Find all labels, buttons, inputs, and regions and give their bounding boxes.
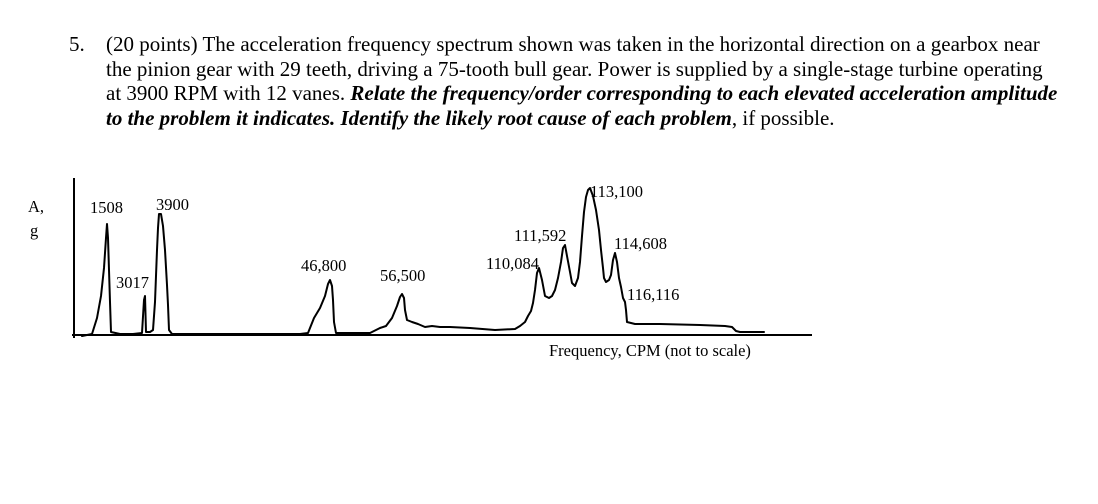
peak-label-110084: 110,084	[486, 254, 539, 273]
question-intro: The acceleration frequency spectrum show…	[106, 32, 1043, 105]
peak-label-3900: 3900	[156, 195, 189, 214]
peak-label-111592: 111,592	[514, 226, 566, 245]
peak-label-1508: 1508	[90, 198, 123, 217]
question-block: 5. (20 points) The acceleration frequenc…	[69, 32, 1059, 130]
spectrum-trace	[81, 187, 765, 337]
y-axis-label-line2: g	[30, 221, 38, 240]
peak-label-56500: 56,500	[380, 266, 425, 285]
question-text: (20 points) The acceleration frequency s…	[106, 32, 1059, 130]
question-tail: , if possible.	[731, 105, 835, 130]
peak-label-3017: 3017	[116, 273, 149, 292]
question-instruction: Relate the frequency/order corresponding…	[106, 81, 1058, 130]
peak-label-114608: 114,608	[614, 234, 667, 253]
peak-label-116116: 116,116	[627, 285, 679, 304]
question-points: (20 points)	[106, 32, 198, 56]
peak-label-46800: 46,800	[301, 256, 346, 275]
y-axis-label-line1: A,	[28, 197, 44, 216]
x-axis-label: Frequency, CPM (not to scale)	[549, 341, 751, 360]
question-number: 5.	[69, 32, 85, 56]
peak-label-113100: 113,100	[590, 182, 643, 201]
